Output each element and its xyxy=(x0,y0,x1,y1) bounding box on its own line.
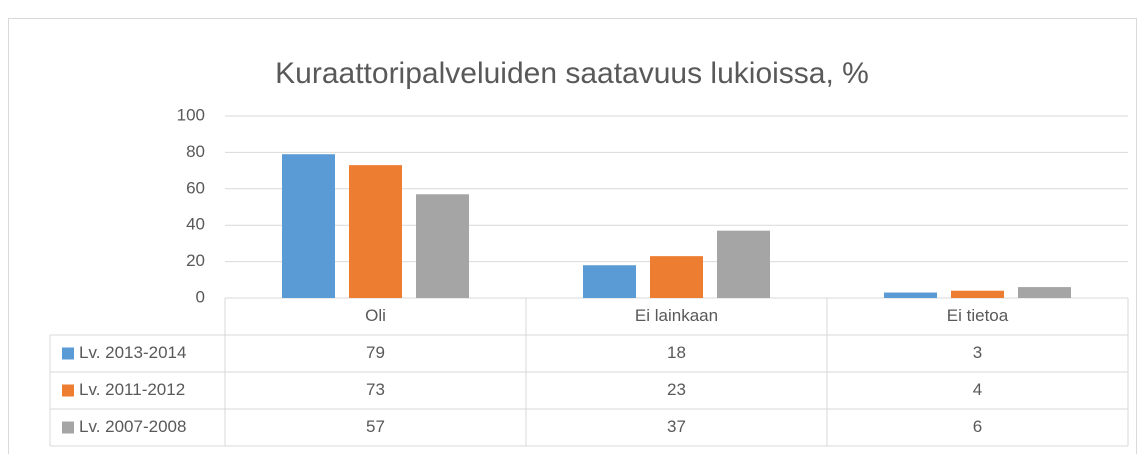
table-value: 73 xyxy=(366,380,385,399)
bar xyxy=(650,256,703,298)
legend-label: Lv. 2013-2014 xyxy=(79,343,186,362)
table-value: 79 xyxy=(366,343,385,362)
bar xyxy=(951,290,1004,298)
legend-swatch xyxy=(62,347,74,360)
bar xyxy=(717,230,770,298)
table-value: 57 xyxy=(366,417,385,436)
bar xyxy=(583,265,636,298)
y-tick-label: 0 xyxy=(196,287,205,306)
y-tick-label: 100 xyxy=(177,105,205,124)
table-value: 3 xyxy=(973,343,982,362)
bar xyxy=(282,154,335,298)
bar xyxy=(884,292,937,298)
table-value: 18 xyxy=(667,343,686,362)
y-tick-label: 40 xyxy=(186,215,205,234)
table-value: 37 xyxy=(667,417,686,436)
y-tick-label: 20 xyxy=(186,251,205,270)
y-tick-label: 60 xyxy=(186,178,205,197)
table-value: 4 xyxy=(973,380,982,399)
x-tick-label: Ei tietoa xyxy=(947,306,1009,325)
legend-label: Lv. 2011-2012 xyxy=(79,380,185,399)
legend-swatch xyxy=(62,421,74,434)
legend-swatch xyxy=(62,384,74,397)
table-value: 23 xyxy=(667,380,686,399)
y-tick-label: 80 xyxy=(186,142,205,161)
chart-border xyxy=(8,18,1137,454)
x-tick-label: Ei lainkaan xyxy=(635,306,718,325)
legend-label: Lv. 2007-2008 xyxy=(79,417,186,436)
chart-title: Kuraattoripalveluiden saatavuus lukioiss… xyxy=(275,57,869,90)
x-tick-label: Oli xyxy=(365,306,386,325)
table-value: 6 xyxy=(973,417,982,436)
bar xyxy=(349,165,402,298)
bar xyxy=(416,194,469,298)
bar xyxy=(1018,287,1071,298)
